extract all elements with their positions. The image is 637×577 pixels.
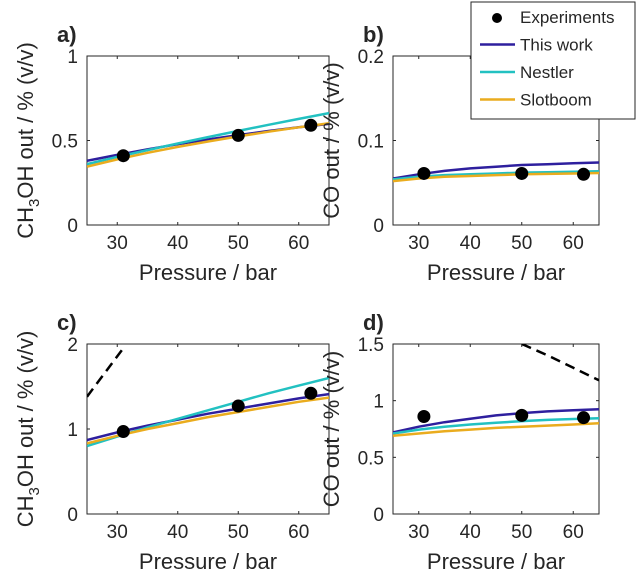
y-tick-label: 0.2: [358, 47, 384, 68]
experiment-point: [231, 399, 245, 413]
x-axis-label: Pressure / bar: [427, 549, 565, 574]
experiment-point: [304, 386, 318, 400]
legend: Experiments This work Nestler Slotboom: [470, 1, 636, 120]
x-tick-label: 60: [288, 233, 309, 254]
x-axis-label: Pressure / bar: [427, 260, 565, 285]
experiment-point: [417, 166, 431, 180]
x-axis-label: Pressure / bar: [139, 260, 277, 285]
panel-2: 30 40 50 60 0 0.1 0.2 Pressure / bar CO out / % …: [319, 22, 600, 285]
x-tick-label: 40: [460, 522, 481, 543]
dashed-line: [521, 344, 599, 382]
y-tick-label: 0: [67, 505, 78, 526]
series-line-this-work: [393, 407, 599, 434]
panel-label: d): [363, 310, 384, 335]
y-tick-label: 2: [67, 335, 78, 356]
legend-label: This work: [520, 36, 593, 55]
panel-label: c): [57, 310, 77, 335]
x-tick-label: 40: [167, 233, 188, 254]
legend-label: Experiments: [520, 8, 614, 27]
y-axis-label: CH3OH out / % (v/v): [13, 42, 43, 239]
experiment-point: [231, 128, 245, 142]
y-axis-label: CO out / % (v/v): [319, 62, 344, 218]
x-tick-label: 60: [563, 522, 584, 543]
y-axis-label-part: OH out / % (v/v): [13, 331, 38, 487]
y-tick-label: 1: [67, 420, 78, 441]
experiment-point: [577, 167, 591, 181]
plot-frame: [392, 343, 600, 515]
x-tick-label: 50: [228, 522, 249, 543]
y-axis-label-subscript: 3: [26, 199, 43, 207]
y-tick-label: 0.5: [52, 132, 78, 153]
x-tick-label: 50: [511, 233, 532, 254]
y-axis-label: CH3OH out / % (v/v): [13, 331, 43, 528]
x-tick-label: 30: [107, 522, 128, 543]
y-tick-label: 0: [373, 216, 384, 237]
dashed-line: [87, 347, 125, 398]
x-tick-label: 60: [288, 522, 309, 543]
experiment-point: [304, 118, 318, 132]
y-axis-label-part: CH: [13, 207, 38, 239]
experiment-point: [515, 166, 529, 180]
x-tick-label: 40: [460, 233, 481, 254]
experiment-point: [515, 408, 529, 422]
x-tick-label: 50: [228, 233, 249, 254]
x-tick-label: 30: [408, 522, 429, 543]
series-lines: [393, 344, 599, 438]
series-line-slotboom: [393, 422, 599, 438]
panel-3: 30 40 50 60 0 1 2 Pressure / bar CH3OH out / % (…: [13, 310, 330, 574]
legend-marker: [492, 13, 502, 23]
experiment-point: [116, 149, 130, 163]
legend-label: Nestler: [520, 63, 574, 82]
panel-1: 30 40 50 60 0 0.5 1 Pressure / bar CH3OH out / %…: [13, 22, 330, 285]
panel-4: 30 40 50 60 0 0.5 1 1.5 Pressure / bar CO out / %…: [319, 310, 600, 574]
x-tick-label: 50: [511, 522, 532, 543]
experiment-point: [577, 411, 591, 425]
x-tick-label: 40: [167, 522, 188, 543]
y-axis-label-part: CH: [13, 496, 38, 528]
y-tick-label: 0.5: [358, 448, 384, 469]
y-axis-label-subscript: 3: [26, 487, 43, 495]
legend-label: Slotboom: [520, 91, 592, 110]
y-tick-label: 0: [373, 505, 384, 526]
experiment-point: [116, 425, 130, 439]
x-axis-label: Pressure / bar: [139, 549, 277, 574]
y-tick-label: 0.1: [358, 132, 384, 153]
y-tick-label: 1.5: [358, 335, 384, 356]
experiment-point: [417, 410, 431, 424]
y-tick-label: 1: [373, 392, 384, 413]
x-tick-label: 60: [563, 233, 584, 254]
x-tick-label: 30: [107, 233, 128, 254]
series-line-nestler: [393, 416, 599, 435]
panel-label: b): [363, 22, 384, 47]
y-tick-label: 0: [67, 216, 78, 237]
x-tick-label: 30: [408, 233, 429, 254]
y-axis-label-part: OH out / % (v/v): [13, 42, 38, 198]
y-tick-label: 1: [67, 47, 78, 68]
panel-label: a): [57, 22, 77, 47]
y-axis-label: CO out / % (v/v): [319, 351, 344, 507]
